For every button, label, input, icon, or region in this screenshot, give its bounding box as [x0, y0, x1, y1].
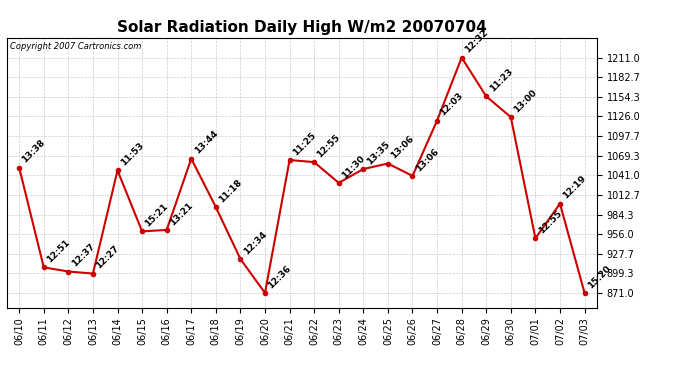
Text: 12:27: 12:27	[95, 244, 121, 271]
Text: 11:18: 11:18	[217, 178, 244, 204]
Text: 12:55: 12:55	[315, 133, 342, 159]
Text: 11:30: 11:30	[340, 154, 366, 180]
Text: 12:36: 12:36	[266, 264, 293, 290]
Text: 12:32: 12:32	[463, 28, 490, 55]
Text: 13:38: 13:38	[21, 138, 47, 165]
Text: 13:00: 13:00	[512, 88, 539, 114]
Text: 12:51: 12:51	[45, 238, 72, 265]
Text: 12:03: 12:03	[438, 91, 465, 118]
Text: 15:20: 15:20	[586, 264, 613, 290]
Text: 11:25: 11:25	[291, 130, 317, 157]
Text: 11:23: 11:23	[488, 67, 514, 94]
Text: 12:34: 12:34	[241, 230, 268, 256]
Text: 12:19: 12:19	[562, 174, 588, 201]
Text: 12:55: 12:55	[537, 209, 564, 236]
Text: 13:44: 13:44	[193, 129, 219, 156]
Text: 11:53: 11:53	[119, 141, 146, 168]
Title: Solar Radiation Daily High W/m2 20070704: Solar Radiation Daily High W/m2 20070704	[117, 20, 486, 35]
Text: 12:37: 12:37	[70, 242, 97, 269]
Text: Copyright 2007 Cartronics.com: Copyright 2007 Cartronics.com	[10, 42, 141, 51]
Text: 13:21: 13:21	[168, 201, 195, 227]
Text: 13:06: 13:06	[414, 147, 440, 173]
Text: 13:06: 13:06	[389, 134, 416, 161]
Text: 13:35: 13:35	[365, 140, 391, 166]
Text: 15:21: 15:21	[144, 202, 170, 229]
